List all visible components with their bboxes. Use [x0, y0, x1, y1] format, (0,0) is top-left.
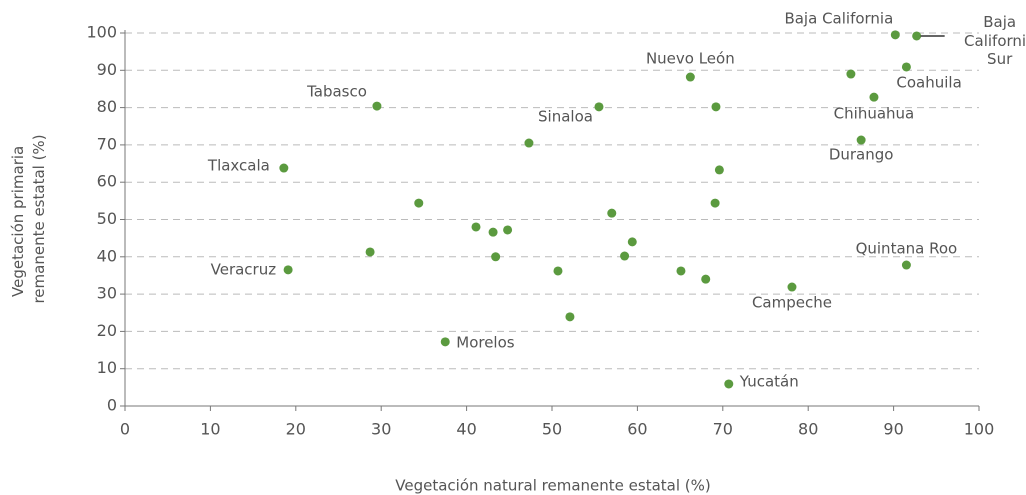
point-label: Campeche: [752, 294, 832, 312]
point: [901, 62, 911, 72]
point: [471, 222, 481, 232]
point: [714, 165, 724, 175]
x-tick-label: 40: [456, 420, 476, 439]
x-tick-label: 60: [627, 420, 647, 439]
point-label: Chihuahua: [834, 105, 915, 123]
point: [440, 337, 450, 347]
point-label: Nuevo León: [646, 50, 735, 68]
x-tick-label: 70: [713, 420, 733, 439]
point: [620, 251, 630, 261]
y-tick-label: 40: [97, 246, 117, 265]
point: [856, 135, 866, 145]
point-label: Yucatán: [739, 372, 799, 390]
point: [685, 72, 695, 82]
point: [279, 163, 289, 173]
point-label: Durango: [829, 146, 894, 164]
y-axis-label: Vegetación primaria remanente estatal (%…: [9, 134, 48, 303]
y-tick-label: 20: [97, 321, 117, 340]
y-tick-label: 80: [97, 97, 117, 116]
point: [565, 312, 575, 322]
y-tick-label: 90: [97, 60, 117, 79]
point: [787, 282, 797, 292]
y-axis-label-line: remanente estatal (%): [30, 134, 48, 303]
y-tick-label: 10: [97, 358, 117, 377]
point-label: Coahuila: [896, 73, 961, 91]
point-label: Sinaloa: [538, 107, 593, 125]
point-label: Veracruz: [211, 260, 277, 278]
point: [553, 266, 563, 276]
point: [724, 379, 734, 389]
point-label-line: Sur: [987, 49, 1013, 67]
x-tick-label: 50: [542, 420, 562, 439]
point: [372, 101, 382, 111]
point: [846, 69, 856, 79]
x-tick-label: 90: [883, 420, 903, 439]
point: [594, 102, 604, 112]
y-tick-label: 70: [97, 134, 117, 153]
x-tick-label: 100: [964, 420, 995, 439]
x-tick-label: 80: [798, 420, 818, 439]
point: [676, 266, 686, 276]
point: [503, 225, 513, 235]
point: [488, 227, 498, 237]
point-label-line: California: [964, 31, 1026, 49]
point-label: Quintana Roo: [856, 240, 958, 258]
x-tick-label: 30: [371, 420, 391, 439]
point: [890, 30, 900, 40]
point: [524, 138, 534, 148]
y-tick-label: 60: [97, 172, 117, 191]
point: [701, 274, 711, 284]
y-tick-label: 50: [97, 209, 117, 228]
point: [365, 247, 375, 257]
y-axis-label-line: Vegetación primaria: [9, 146, 27, 297]
point: [607, 208, 617, 218]
point: [710, 198, 720, 208]
point-label: Tlaxcala: [207, 157, 270, 175]
point: [283, 265, 293, 275]
y-tick-label: 100: [86, 23, 117, 42]
x-tick-label: 20: [286, 420, 306, 439]
point: [901, 260, 911, 270]
point-label-line: Baja: [983, 12, 1016, 30]
y-tick-label: 30: [97, 284, 117, 303]
point: [414, 198, 424, 208]
x-axis-label: Vegetación natural remanente estatal (%): [395, 477, 710, 495]
point: [627, 237, 637, 247]
point: [491, 252, 501, 262]
point: [912, 31, 922, 41]
y-tick-label: 0: [107, 396, 117, 415]
point-label: Morelos: [456, 333, 515, 351]
point-label: Baja California: [784, 9, 893, 27]
point-label: BajaCaliforniaSur: [964, 12, 1026, 67]
point-label: Tabasco: [306, 83, 367, 101]
x-tick-label: 0: [120, 420, 130, 439]
point: [869, 92, 879, 102]
x-tick-label: 10: [200, 420, 220, 439]
point: [711, 102, 721, 112]
